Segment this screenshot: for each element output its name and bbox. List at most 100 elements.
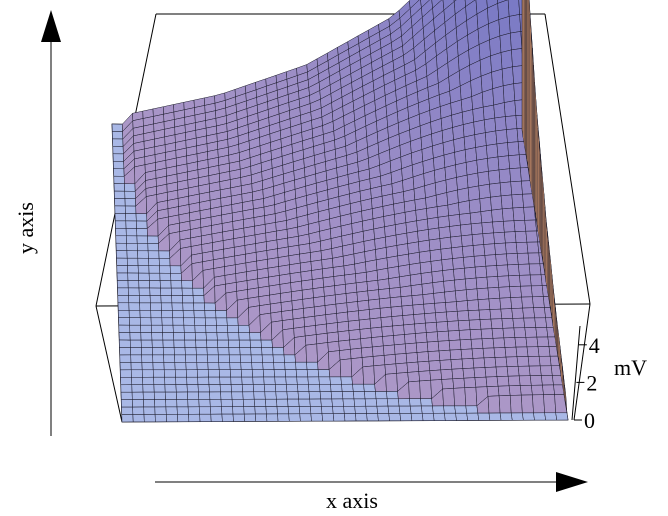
surface-cell <box>516 252 530 265</box>
surface-cell <box>487 395 501 414</box>
surface-cell <box>475 145 488 161</box>
surface-cell <box>315 323 328 335</box>
surface-cell <box>512 317 526 329</box>
surface-cell <box>136 228 148 237</box>
surface-cell <box>150 302 162 311</box>
z-tick-label: 0 <box>584 408 595 433</box>
surface-cell <box>274 376 287 385</box>
surface-cell <box>397 253 410 267</box>
surface-cell <box>176 406 189 415</box>
surface-cell <box>444 290 457 303</box>
surface-cell <box>474 376 488 388</box>
surface-cell <box>391 315 404 327</box>
surface-cell <box>137 250 149 259</box>
surface-cell <box>249 332 262 341</box>
surface-cell <box>385 373 398 392</box>
surface-cell <box>175 376 188 385</box>
surface-cell <box>420 398 433 407</box>
box-edge-right-down <box>573 303 591 421</box>
surface-cell <box>251 369 264 378</box>
surface-cell <box>525 336 539 348</box>
surface-cell <box>304 325 317 337</box>
surface-cell <box>337 321 350 333</box>
surface-cell <box>113 183 125 192</box>
surface-cell <box>404 210 417 223</box>
surface-cell <box>514 337 528 348</box>
surface-cell <box>330 391 344 400</box>
surface-cell <box>487 156 500 172</box>
surface-cell <box>349 338 362 350</box>
surface-cell <box>261 354 274 363</box>
surface-cell <box>465 288 479 301</box>
surface-cell <box>114 190 126 199</box>
surface-cell <box>522 412 535 421</box>
surface-cell <box>115 228 127 237</box>
surface-cell <box>426 341 440 352</box>
surface-cell <box>452 257 465 270</box>
surface-cell <box>516 356 530 367</box>
surface-cell <box>366 280 379 292</box>
surface-cell <box>130 347 142 356</box>
surface-cell <box>197 376 210 385</box>
surface-cell <box>342 398 355 407</box>
surface-cell <box>515 346 529 357</box>
surface-cell <box>365 269 379 282</box>
surface-cell <box>304 334 318 346</box>
surface-cell <box>291 299 304 311</box>
surface-cell <box>372 355 386 367</box>
surface-cell <box>430 259 443 273</box>
surface-cell <box>195 339 208 348</box>
surface-cell <box>243 413 257 422</box>
surface-cell <box>226 317 239 326</box>
surface-cell <box>473 255 487 268</box>
surface-cell <box>142 391 155 400</box>
surface-cell <box>163 369 176 378</box>
surface-cell <box>227 325 239 333</box>
surface-cell <box>487 287 501 300</box>
surface-cell <box>529 274 543 287</box>
surface-cell <box>527 252 541 265</box>
surface-cell <box>181 287 194 296</box>
surface-cell <box>207 362 220 370</box>
surface-cell <box>283 354 296 363</box>
surface-cell <box>218 354 230 363</box>
surface-cell <box>124 183 136 192</box>
surface-cell <box>299 413 312 422</box>
surface-cell <box>458 329 472 341</box>
surface-cell <box>159 280 172 289</box>
surface-cell <box>538 355 552 367</box>
surface-cell <box>384 363 397 375</box>
surface-cell <box>453 267 466 281</box>
surface-cell <box>367 289 380 301</box>
surface-cell <box>415 341 429 353</box>
surface-cell <box>136 220 148 229</box>
surface-cell <box>310 406 323 415</box>
surface-cell <box>418 370 431 382</box>
surface-cell <box>154 399 167 408</box>
surface-cell <box>442 388 455 407</box>
surface-cell <box>407 371 420 383</box>
surface-cell <box>310 250 322 262</box>
surface-cell <box>508 275 521 287</box>
surface-cell <box>284 361 297 370</box>
surface-cell <box>484 366 498 378</box>
surface-cell <box>280 300 293 312</box>
surface-cell <box>416 218 429 232</box>
surface-cell <box>286 384 299 393</box>
surface-cell <box>199 413 212 422</box>
surface-cell <box>525 230 538 243</box>
surface-cell <box>221 406 234 415</box>
surface-cell <box>432 405 445 414</box>
surface-cell <box>188 413 201 422</box>
surface-cell <box>208 384 221 393</box>
surface-cell <box>507 264 520 277</box>
surface-cell <box>153 384 166 393</box>
surface-cell <box>220 399 233 407</box>
surface-cell <box>164 376 177 385</box>
surface-cell <box>131 377 144 385</box>
surface-cell <box>499 181 513 197</box>
surface-cell <box>220 391 233 400</box>
surface-cell <box>263 384 277 393</box>
surface-cell <box>345 282 358 294</box>
surface-cell <box>148 265 161 274</box>
